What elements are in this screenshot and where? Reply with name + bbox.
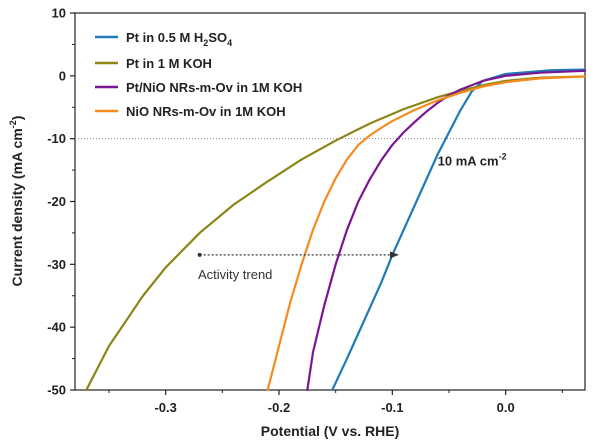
legend-label-nio: NiO NRs-m-Ov in 1M KOH (126, 104, 286, 119)
y-axis-title-sup: -2 (8, 120, 18, 128)
series-line-pt-h2so4 (331, 68, 587, 392)
annotation-10ma-label: 10 mA cm-2 (438, 152, 507, 169)
x-axis-title: Potential (V vs. RHE) (261, 423, 399, 439)
legend-label-pt-h2so4-part1: Pt in 0.5 M H (126, 30, 203, 45)
legend-label-pt-h2so4-sub1: 2 (203, 38, 208, 48)
x-tick-label: -0.3 (154, 400, 176, 415)
y-tick-label: -30 (47, 257, 66, 272)
y-axis-title: Current density (mA cm-2) (8, 116, 25, 287)
x-axis-ticks: -0.3 -0.2 -0.1 0.0 (108, 390, 563, 415)
legend: Pt in 0.5 M H2SO4 Pt in 1 M KOH Pt/NiO N… (95, 30, 302, 119)
series-lines (85, 68, 587, 392)
y-axis-title-tail: ) (9, 116, 25, 121)
y-tick-label: 10 (52, 6, 66, 21)
y-tick-label: -50 (47, 383, 66, 398)
legend-label-pt-h2so4: Pt in 0.5 M H2SO4 (126, 30, 232, 48)
legend-label-pt-h2so4-part2: SO (208, 30, 227, 45)
y-tick-label: -40 (47, 320, 66, 335)
activity-trend-label: Activity trend (198, 267, 272, 282)
x-tick-label: -0.1 (381, 400, 403, 415)
series-line-pt-nio-nrs-m-ov (306, 69, 587, 392)
x-tick-label: 0.0 (497, 400, 515, 415)
y-tick-label: -10 (47, 131, 66, 146)
x-tick-label: -0.2 (268, 400, 290, 415)
legend-label-pt-h2so4-sub2: 4 (227, 38, 232, 48)
legend-label-pt-koh: Pt in 1 M KOH (126, 56, 212, 71)
annotation-10ma-base: 10 mA cm (438, 154, 499, 169)
activity-trend-arrow-start (197, 252, 202, 257)
y-axis-title-base: Current density (mA cm (9, 128, 25, 286)
y-tick-label: -20 (47, 194, 66, 209)
y-axis-ticks: 10 0 -10 -20 -30 -40 -50 (47, 6, 75, 398)
series-line-nio-nrs-m-ov (266, 75, 587, 392)
annotation-10ma-sup: -2 (499, 152, 507, 162)
legend-label-pt-nio: Pt/NiO NRs-m-Ov in 1M KOH (126, 80, 302, 95)
y-tick-label: 0 (59, 68, 66, 83)
series-line-pt-koh (85, 75, 587, 392)
